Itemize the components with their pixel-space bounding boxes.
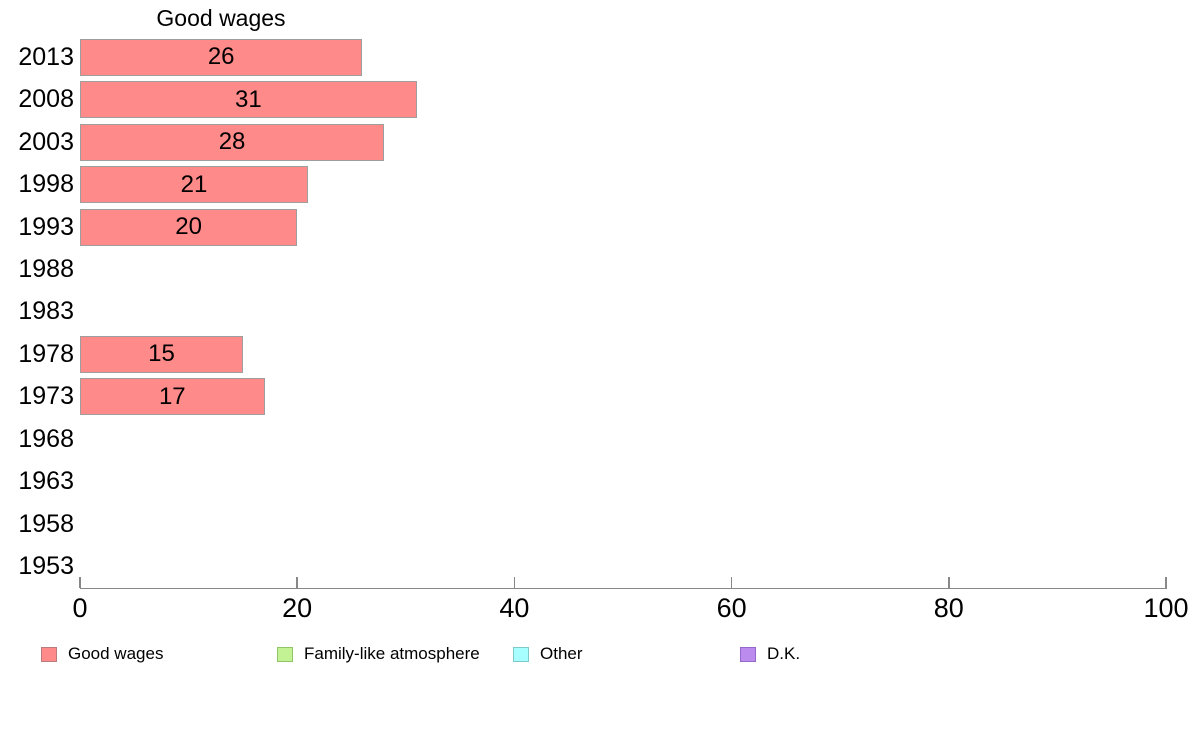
y-axis-label: 1953 [18,552,74,581]
y-axis-label: 2013 [18,42,74,71]
legend-label: Other [540,644,583,663]
chart-row: 1958 [0,503,1188,545]
y-axis-label: 1988 [18,255,74,284]
bar-value-label: 28 [218,128,246,156]
y-axis-label: 1983 [18,297,74,326]
x-axis-line [80,587,1167,589]
legend-label: Good wages [68,644,164,663]
bar: 28 [80,123,385,161]
legend-item: Good wages [41,644,163,664]
bar-value-label: 31 [234,85,262,113]
bar: 31 [80,81,417,119]
x-axis-tick-label: 80 [933,593,964,623]
y-axis-label: 1963 [18,467,74,496]
bar: 26 [80,38,363,76]
y-axis-label: 1958 [18,509,74,538]
x-axis-tick [1165,577,1167,588]
bar-value-label: 21 [180,170,208,198]
bar: 20 [80,208,298,246]
x-axis-tick [948,577,950,588]
y-axis-label: 1993 [18,212,74,241]
legend-label: D.K. [767,644,801,663]
chart-row: 1978 15 [0,333,1188,375]
bar-value-label: 26 [207,43,235,71]
bar-value-label: 17 [158,382,186,410]
bar: 17 [80,378,265,416]
x-axis-tick-label: 60 [716,593,747,623]
legend-label: Family-like atmosphere [304,644,480,663]
legend: Good wages Family-like atmosphere Other D.K… [0,644,1188,666]
chart-row: 1993 20 [0,206,1188,248]
x-axis-tick [513,577,516,588]
y-axis-label: 1978 [18,339,74,368]
chart-row: 2008 31 [0,78,1188,120]
chart-row: 1968 [0,418,1188,460]
chart-row: 1963 [0,461,1188,503]
legend-swatch-icon [277,646,293,662]
x-axis-tick-label: 40 [499,593,530,623]
legend-item: Family-like atmosphere [277,644,480,664]
chart-row: 1983 [0,291,1188,333]
x-axis-tick [79,577,81,588]
legend-item: Other [513,644,583,664]
bar-value-label: 15 [148,340,175,368]
chart-row: 1998 21 [0,163,1188,205]
x-axis-tick-label: 0 [72,593,88,623]
bar: 15 [80,335,243,373]
y-axis-label: 1968 [18,424,74,453]
chart-title: Good wages [156,5,286,31]
x-axis-tick [730,577,733,588]
y-axis-label: 2003 [18,127,74,156]
y-axis-label: 1973 [18,382,74,411]
chart-row: 2003 28 [0,121,1188,163]
chart-row: 1953 [0,546,1188,588]
legend-swatch-icon [740,646,756,662]
bar-value-label: 20 [175,213,202,241]
x-axis-tick-label: 100 [1143,593,1188,623]
legend-swatch-icon [513,646,529,662]
bar: 21 [80,166,309,204]
legend-item: D.K. [740,644,800,664]
y-axis-label: 2008 [18,85,74,114]
x-axis-tick-label: 20 [282,593,313,623]
chart-row: 1973 17 [0,376,1188,418]
x-axis-tick [296,577,298,588]
chart-row: 1988 [0,248,1188,290]
legend-swatch-icon [41,646,57,662]
chart-row: 2013 26 [0,36,1188,78]
y-axis-label: 1998 [18,170,74,199]
